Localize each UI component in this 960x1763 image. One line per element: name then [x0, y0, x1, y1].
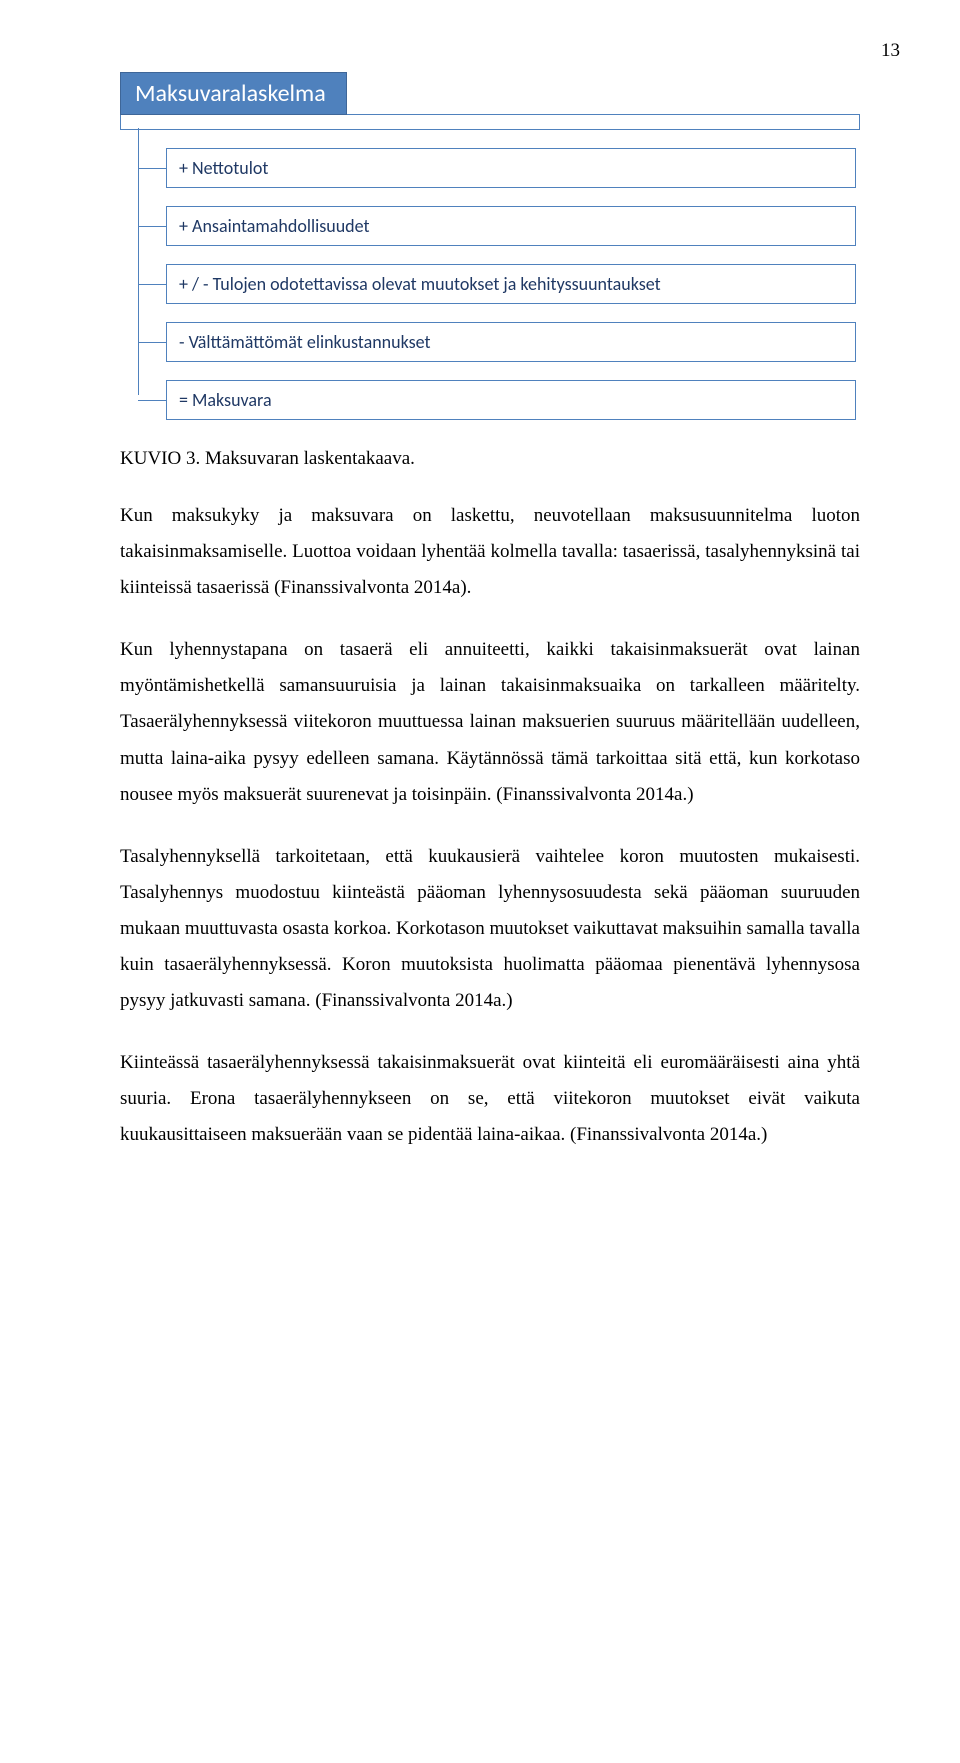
diagram-connector — [138, 226, 166, 227]
diagram-connector — [138, 342, 166, 343]
diagram-item-row: = Maksuvara — [138, 380, 860, 420]
diagram-item-box: + Ansaintamahdollisuudet — [166, 206, 856, 246]
body-paragraph: Tasalyhennyksellä tarkoitetaan, että kuu… — [120, 839, 860, 1019]
diagram-item-row: + / - Tulojen odotettavissa olevat muuto… — [138, 264, 860, 304]
figure-caption: KUVIO 3. Maksuvaran laskentakaava. — [120, 448, 860, 470]
diagram-title-underline — [120, 114, 860, 130]
diagram-item-row: - Välttämättömät elinkustannukset — [138, 322, 860, 362]
diagram-connector — [138, 284, 166, 285]
body-paragraph: Kun lyhennystapana on tasaerä eli annuit… — [120, 632, 860, 812]
diagram-vertical-connector — [138, 128, 139, 395]
diagram-item-row: + Nettotulot — [138, 148, 860, 188]
diagram-connector — [138, 400, 166, 401]
diagram-item-box: - Välttämättömät elinkustannukset — [166, 322, 856, 362]
diagram-item-box: = Maksuvara — [166, 380, 856, 420]
body-paragraph: Kiinteässä tasaerälyhennyksessä takaisin… — [120, 1045, 860, 1153]
body-paragraph: Kun maksukyky ja maksuvara on laskettu, … — [120, 498, 860, 606]
diagram-item-box: + Nettotulot — [166, 148, 856, 188]
maksuvaralaskelma-diagram: Maksuvaralaskelma + Nettotulot + Ansaint… — [120, 72, 860, 420]
diagram-connector — [138, 168, 166, 169]
diagram-title: Maksuvaralaskelma — [120, 72, 347, 115]
page-number: 13 — [120, 40, 900, 62]
diagram-title-row: Maksuvaralaskelma — [120, 72, 860, 115]
diagram-item-box: + / - Tulojen odotettavissa olevat muuto… — [166, 264, 856, 304]
diagram-item-row: + Ansaintamahdollisuudet — [138, 206, 860, 246]
